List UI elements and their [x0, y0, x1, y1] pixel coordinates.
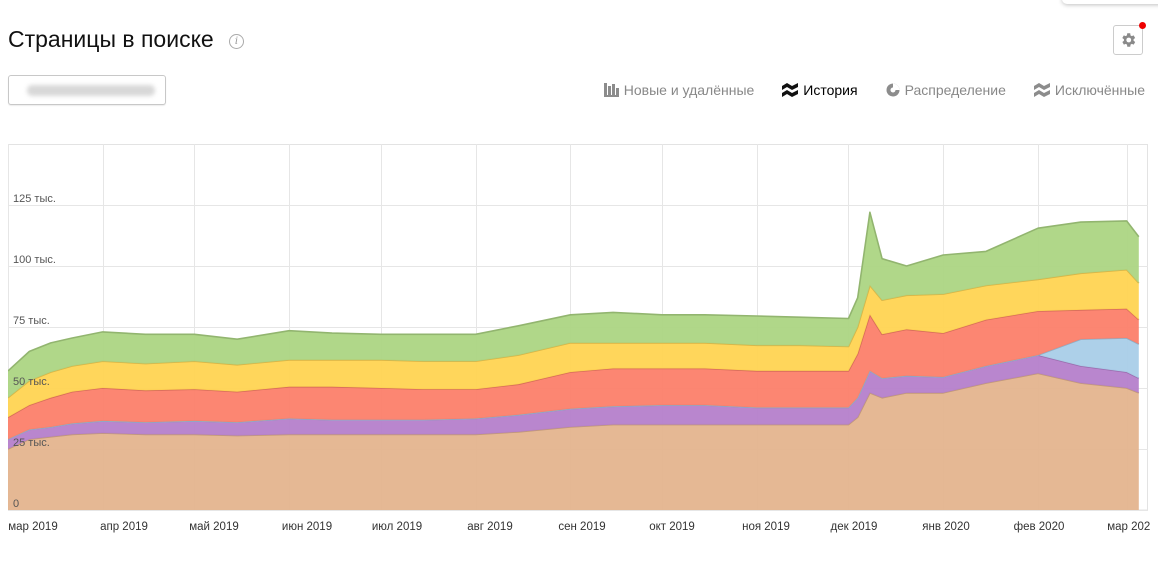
- tab-history[interactable]: История: [782, 82, 858, 98]
- y-tick-label: 100 тыс.: [13, 254, 56, 266]
- x-tick-label: май 2019: [189, 521, 239, 533]
- tab-distribution-label: Распределение: [904, 82, 1006, 98]
- area-series-0: [8, 373, 1139, 510]
- x-tick-label: сен 2019: [558, 521, 605, 533]
- x-tick-label: ноя 2019: [742, 521, 790, 533]
- history-chart: 0 25 тыс. 50 тыс. 75 тыс. 100 тыс. 125 тыс. ма…: [8, 144, 1150, 544]
- chart-svg: 0 25 тыс. 50 тыс. 75 тыс. 100 тыс. 125 тыс. ма…: [8, 144, 1150, 533]
- x-tick-label: апр 2019: [100, 521, 148, 533]
- layers-icon: [1033, 83, 1050, 97]
- tab-history-label: История: [803, 82, 858, 98]
- x-tick-label: мар 2019: [8, 521, 57, 533]
- gear-icon: [1122, 33, 1136, 47]
- y-tick-label: 50 тыс.: [13, 376, 50, 388]
- tab-excluded-label: Исключённые: [1054, 82, 1145, 98]
- area-series-1: [8, 355, 1139, 449]
- x-tick-label: авг 2019: [467, 521, 512, 533]
- site-url-value: [27, 85, 155, 96]
- tab-excluded[interactable]: Исключённые: [1033, 82, 1145, 98]
- settings-button[interactable]: [1113, 22, 1146, 55]
- x-tick-label: июн 2019: [282, 521, 332, 533]
- tab-new-and-deleted[interactable]: Новые и удалённые: [603, 82, 755, 98]
- view-tabs: Новые и удалённые История Распределение …: [603, 82, 1145, 98]
- page-title: Страницы в поиске: [8, 26, 214, 52]
- area-series-3: [8, 308, 1139, 440]
- x-tick-label: дек 2019: [831, 521, 878, 533]
- info-icon[interactable]: i: [229, 34, 244, 49]
- area-series-edge-5: [8, 211, 1140, 372]
- top-popup-edge: [1062, 0, 1158, 4]
- stacked-layers-icon: [782, 83, 799, 97]
- x-tick-label: июл 2019: [372, 521, 422, 533]
- x-tick-label: мар 2020: [1107, 521, 1150, 533]
- tab-distribution[interactable]: Распределение: [886, 82, 1006, 98]
- area-series-5: [8, 212, 1139, 398]
- bar-chart-icon: [603, 83, 619, 97]
- x-tick-label: окт 2019: [649, 521, 695, 533]
- y-tick-label: 75 тыс.: [13, 315, 50, 327]
- y-tick-label: 0: [13, 498, 19, 510]
- y-tick-label: 125 тыс.: [13, 193, 56, 205]
- x-tick-label: фев 2020: [1014, 521, 1065, 533]
- pie-chart-icon: [886, 83, 900, 97]
- tab-new-and-deleted-label: Новые и удалённые: [623, 82, 755, 98]
- notification-dot: [1139, 22, 1146, 29]
- x-tick-label: янв 2020: [922, 521, 969, 533]
- site-select[interactable]: [8, 75, 166, 105]
- y-tick-label: 25 тыс.: [13, 437, 50, 449]
